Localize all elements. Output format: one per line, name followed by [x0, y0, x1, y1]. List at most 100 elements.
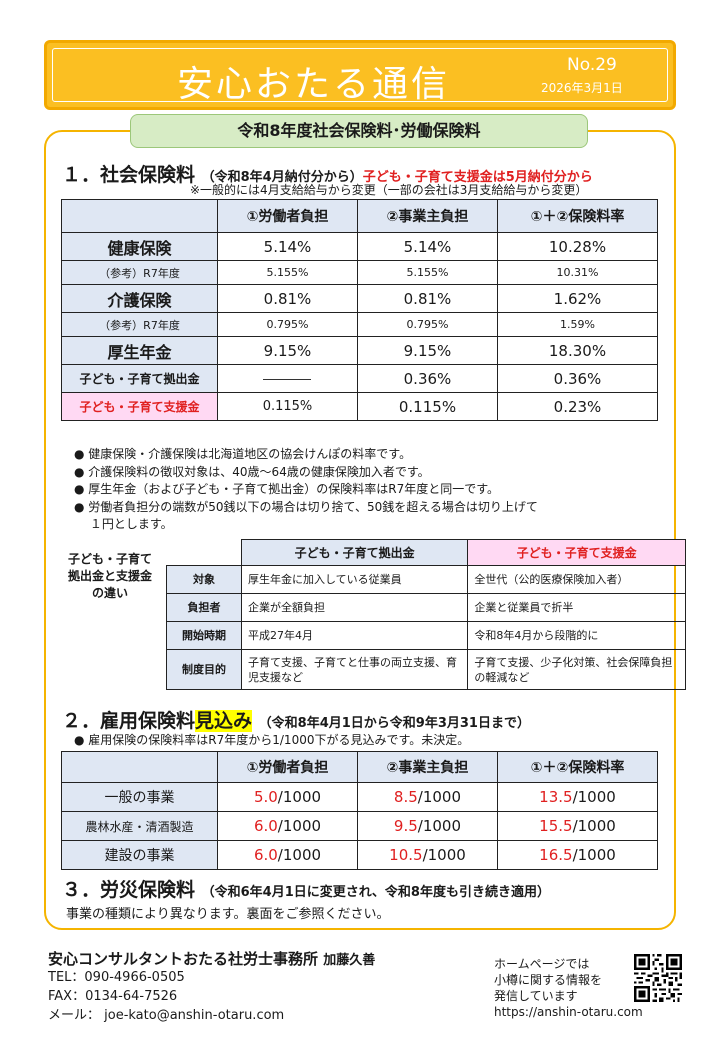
bullet-item: ● 厚生年金（および子ども・子育て拠出金）の保険料率はR7年度と同一です。: [74, 482, 500, 496]
cell: 0.795%: [356, 312, 498, 337]
cell: 0.81%: [356, 284, 498, 313]
row-label-target: 対象: [166, 565, 242, 594]
section2-bullet: ● 雇用保険の保険料率はR7年度から1/1000下がる見込みです。未決定。: [74, 733, 470, 747]
hp-line: 小樽に関する情報を: [494, 973, 603, 987]
row-label-agri: 農林水産・清酒製造: [61, 811, 218, 841]
rate-value: 6.0: [253, 817, 278, 835]
col-header-worker: ①労働者負担: [217, 199, 358, 233]
section1-bullets: ● 健康保険・介護保険は北海道地区の協会けんぽの料率です。 ● 介護保険料の徴収…: [74, 446, 538, 534]
email-line: メール： joe-kato@anshin-otaru.com: [48, 1008, 285, 1023]
social-insurance-table: ①労働者負担 ②事業主負担 ①＋②保険料率 健康保険 5.14% 5.14% 1…: [61, 199, 659, 421]
row-label-shienkin: 子ども・子育て支援金: [61, 392, 218, 421]
homepage-url[interactable]: https://anshin-otaru.com: [494, 1005, 643, 1019]
caption-line: 拠出金と支援金: [67, 569, 152, 583]
cell: 13.5/1000: [496, 782, 659, 812]
section2-title: ２．雇用保険料: [62, 710, 196, 732]
section1-title: １．社会保険料: [62, 164, 196, 186]
cell: 0.115%: [356, 392, 498, 421]
header-inner-frame: [52, 48, 668, 102]
cell: 5.155%: [217, 260, 358, 285]
row-label-general: 一般の事業: [61, 782, 218, 812]
row-label-start: 開始時期: [166, 621, 242, 650]
row-label-purpose: 制度目的: [166, 649, 242, 690]
rate-denom: /1000: [572, 817, 616, 835]
row-label-kyoshutsu: 子ども・子育て拠出金: [61, 364, 218, 393]
col-header-employer: ②事業主負担: [356, 199, 498, 233]
row-label-care-ref: （参考）R7年度: [61, 312, 218, 337]
rate-denom: /1000: [417, 817, 462, 835]
tel-line: TEL：090-4966-0505: [48, 970, 185, 985]
cell: 10.31%: [496, 260, 659, 285]
dash-cell: [217, 364, 358, 393]
row-label-payer: 負担者: [166, 593, 242, 622]
rate-value: 16.5: [539, 846, 573, 864]
hp-line: 発信しています: [494, 989, 578, 1003]
cell: 5.14%: [217, 232, 358, 261]
rate-denom: /1000: [572, 788, 616, 806]
col-header-total: ①＋②保険料率: [496, 751, 659, 783]
fax-line: FAX：0134-64-7526: [48, 989, 178, 1004]
cell: 令和8年4月から段階的に: [467, 621, 686, 650]
cell: 15.5/1000: [496, 811, 659, 841]
rate-denom: /1000: [277, 788, 322, 806]
cell: 5.0/1000: [217, 782, 358, 812]
cell: 9.5/1000: [356, 811, 498, 841]
section1-note: ※一般的には4月支給給与から変更（一部の会社は3月支給給与から変更）: [190, 183, 588, 197]
cell: 厚生年金に加入している従業員: [240, 565, 469, 594]
dash-line: [263, 378, 312, 380]
col-header-worker: ①労働者負担: [217, 751, 358, 783]
rate-denom: /1000: [277, 846, 322, 864]
cell: 16.5/1000: [496, 840, 659, 870]
rate-denom: /1000: [422, 846, 466, 864]
section3-text: 事業の種類により異なります。裏面をご参照ください。: [66, 907, 390, 922]
cell: 子育て支援、少子化対策、社会保障負担の軽減など: [467, 649, 686, 690]
representative-name: 加藤久善: [323, 953, 376, 968]
cell: 0.36%: [496, 364, 659, 393]
cell: 6.0/1000: [217, 811, 358, 841]
section2-highlight: 見込み: [195, 710, 253, 732]
col-header-total: ①＋②保険料率: [496, 199, 659, 233]
cell: 1.59%: [496, 312, 659, 337]
cell: 企業が全額負担: [240, 593, 469, 622]
comparison-table: 子ども・子育て拠出金 子ども・子育て支援金 対象 厚生年金に加入している従業員 …: [166, 539, 686, 690]
cell: 5.14%: [356, 232, 498, 261]
col-header-shienkin: 子ども・子育て支援金: [467, 539, 686, 566]
rate-denom: /1000: [572, 846, 616, 864]
col-header-employer: ②事業主負担: [356, 751, 498, 783]
cell: 0.81%: [217, 284, 358, 313]
cell: 企業と従業員で折半: [467, 593, 686, 622]
cell: 子育て支援、子育てと仕事の両立支援、育児支援など: [240, 649, 469, 690]
cell: 1.62%: [496, 284, 659, 313]
rate-denom: /1000: [277, 817, 322, 835]
rate-value: 5.0: [253, 788, 278, 806]
bullet-item: ● 介護保険料の徴収対象は、40歳～64歳の健康保険加入者です。: [74, 464, 430, 479]
caption-line: の違い: [91, 586, 128, 600]
cell: 0.115%: [217, 392, 358, 421]
section2-subtitle: （令和8年4月1日から令和9年3月31日まで）: [258, 716, 530, 731]
rate-value: 6.0: [253, 846, 278, 864]
employment-insurance-table: ①労働者負担 ②事業主負担 ①＋②保険料率 一般の事業 5.0/1000 8.5…: [61, 751, 659, 870]
office-name: 安心コンサルタントおたる社労士事務所: [48, 950, 319, 968]
rate-value: 15.5: [539, 817, 573, 835]
rate-denom: /1000: [417, 788, 462, 806]
section1-subtitle-red: 子ども・子育て支援金は5月納付分から: [362, 170, 593, 185]
bullet-item: １円とします。: [74, 517, 173, 531]
comparison-caption: 子ども・子育て 拠出金と支援金 の違い: [56, 551, 164, 602]
rate-value: 13.5: [539, 788, 573, 806]
row-label-health: 健康保険: [61, 232, 218, 261]
cell: 6.0/1000: [217, 840, 358, 870]
row-label-care: 介護保険: [61, 284, 218, 313]
homepage-info: ホームページでは 小樽に関する情報を 発信しています https://anshi…: [494, 956, 643, 1020]
section2-heading: ２．雇用保険料見込み （令和8年4月1日から令和9年3月31日まで）: [62, 706, 530, 733]
cell: 10.28%: [496, 232, 659, 261]
section3-subtitle: （令和6年4月1日に変更され、令和8年度も引き続き適用）: [201, 885, 550, 900]
office-info: 安心コンサルタントおたる社労士事務所 加藤久善: [48, 948, 375, 969]
row-label-health-ref: （参考）R7年度: [61, 260, 218, 285]
qr-code-icon[interactable]: [634, 954, 682, 1002]
cell: 5.155%: [356, 260, 498, 285]
cell: 平成27年4月: [240, 621, 469, 650]
bullet-item: ● 労働者負担分の端数が50銭以下の場合は切り捨て、50銭を超える場合は切り上げ…: [74, 499, 538, 514]
cell: 9.15%: [356, 336, 498, 365]
col-header-kyoshutsu: 子ども・子育て拠出金: [240, 539, 469, 566]
cell: 18.30%: [496, 336, 659, 365]
